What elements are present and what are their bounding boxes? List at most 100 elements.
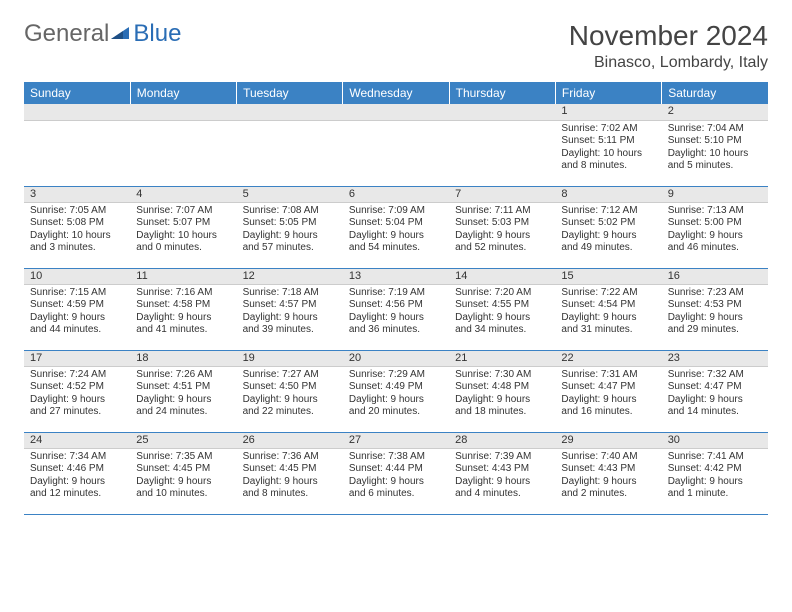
day-number-row: 12	[24, 104, 768, 120]
daylight-text: Daylight: 9 hours and 20 minutes.	[349, 394, 443, 419]
day-cell: Sunrise: 7:32 AMSunset: 4:47 PMDaylight:…	[662, 366, 768, 432]
day-cell: Sunrise: 7:07 AMSunset: 5:07 PMDaylight:…	[130, 202, 236, 268]
day-content-row: Sunrise: 7:05 AMSunset: 5:08 PMDaylight:…	[24, 202, 768, 268]
sunset-text: Sunset: 4:42 PM	[668, 463, 762, 476]
sunset-text: Sunset: 4:51 PM	[136, 381, 230, 394]
day-cell: Sunrise: 7:12 AMSunset: 5:02 PMDaylight:…	[555, 202, 661, 268]
daylight-text: Daylight: 10 hours and 0 minutes.	[136, 230, 230, 255]
daylight-text: Daylight: 10 hours and 3 minutes.	[30, 230, 124, 255]
day-number: 9	[662, 186, 768, 202]
weekday-header: Wednesday	[343, 82, 449, 104]
sunset-text: Sunset: 4:49 PM	[349, 381, 443, 394]
day-cell: Sunrise: 7:05 AMSunset: 5:08 PMDaylight:…	[24, 202, 130, 268]
sunset-text: Sunset: 4:50 PM	[243, 381, 337, 394]
sunset-text: Sunset: 4:53 PM	[668, 299, 762, 312]
daylight-text: Daylight: 9 hours and 52 minutes.	[455, 230, 549, 255]
daylight-text: Daylight: 10 hours and 8 minutes.	[561, 148, 655, 173]
day-cell: Sunrise: 7:24 AMSunset: 4:52 PMDaylight:…	[24, 366, 130, 432]
day-content-row: Sunrise: 7:02 AMSunset: 5:11 PMDaylight:…	[24, 120, 768, 186]
daylight-text: Daylight: 9 hours and 22 minutes.	[243, 394, 337, 419]
sunrise-text: Sunrise: 7:38 AM	[349, 451, 443, 464]
daylight-text: Daylight: 9 hours and 4 minutes.	[455, 476, 549, 501]
day-number: 28	[449, 432, 555, 448]
day-number	[449, 104, 555, 120]
daylight-text: Daylight: 9 hours and 2 minutes.	[561, 476, 655, 501]
sunset-text: Sunset: 4:57 PM	[243, 299, 337, 312]
day-cell: Sunrise: 7:22 AMSunset: 4:54 PMDaylight:…	[555, 284, 661, 350]
logo-word2: Blue	[133, 20, 181, 48]
day-cell: Sunrise: 7:23 AMSunset: 4:53 PMDaylight:…	[662, 284, 768, 350]
sunset-text: Sunset: 4:59 PM	[30, 299, 124, 312]
month-title: November 2024	[569, 20, 768, 52]
day-number: 6	[343, 186, 449, 202]
day-number: 26	[237, 432, 343, 448]
sunrise-text: Sunrise: 7:26 AM	[136, 369, 230, 382]
day-number: 19	[237, 350, 343, 366]
sunrise-text: Sunrise: 7:13 AM	[668, 205, 762, 218]
weekday-header: Friday	[555, 82, 661, 104]
day-cell: Sunrise: 7:13 AMSunset: 5:00 PMDaylight:…	[662, 202, 768, 268]
day-number	[24, 104, 130, 120]
sunrise-text: Sunrise: 7:16 AM	[136, 287, 230, 300]
sunrise-text: Sunrise: 7:04 AM	[668, 123, 762, 136]
sunrise-text: Sunrise: 7:20 AM	[455, 287, 549, 300]
sunrise-text: Sunrise: 7:34 AM	[30, 451, 124, 464]
day-cell: Sunrise: 7:40 AMSunset: 4:43 PMDaylight:…	[555, 448, 661, 514]
sunset-text: Sunset: 5:08 PM	[30, 217, 124, 230]
weekday-header-row: Sunday Monday Tuesday Wednesday Thursday…	[24, 82, 768, 104]
daylight-text: Daylight: 9 hours and 16 minutes.	[561, 394, 655, 419]
daylight-text: Daylight: 9 hours and 31 minutes.	[561, 312, 655, 337]
sunrise-text: Sunrise: 7:32 AM	[668, 369, 762, 382]
day-cell: Sunrise: 7:31 AMSunset: 4:47 PMDaylight:…	[555, 366, 661, 432]
day-cell: Sunrise: 7:34 AMSunset: 4:46 PMDaylight:…	[24, 448, 130, 514]
day-number: 30	[662, 432, 768, 448]
daylight-text: Daylight: 9 hours and 46 minutes.	[668, 230, 762, 255]
sunset-text: Sunset: 4:45 PM	[243, 463, 337, 476]
sunrise-text: Sunrise: 7:07 AM	[136, 205, 230, 218]
sunrise-text: Sunrise: 7:12 AM	[561, 205, 655, 218]
weekday-header: Sunday	[24, 82, 130, 104]
daylight-text: Daylight: 9 hours and 49 minutes.	[561, 230, 655, 255]
day-cell: Sunrise: 7:35 AMSunset: 4:45 PMDaylight:…	[130, 448, 236, 514]
day-number: 1	[555, 104, 661, 120]
daylight-text: Daylight: 9 hours and 10 minutes.	[136, 476, 230, 501]
sunrise-text: Sunrise: 7:09 AM	[349, 205, 443, 218]
day-cell: Sunrise: 7:20 AMSunset: 4:55 PMDaylight:…	[449, 284, 555, 350]
day-cell	[130, 120, 236, 186]
day-cell: Sunrise: 7:19 AMSunset: 4:56 PMDaylight:…	[343, 284, 449, 350]
sunrise-text: Sunrise: 7:11 AM	[455, 205, 549, 218]
day-number: 23	[662, 350, 768, 366]
day-cell: Sunrise: 7:11 AMSunset: 5:03 PMDaylight:…	[449, 202, 555, 268]
day-cell: Sunrise: 7:29 AMSunset: 4:49 PMDaylight:…	[343, 366, 449, 432]
day-number: 24	[24, 432, 130, 448]
sunset-text: Sunset: 5:10 PM	[668, 135, 762, 148]
day-number: 3	[24, 186, 130, 202]
weekday-header: Thursday	[449, 82, 555, 104]
day-cell	[24, 120, 130, 186]
daylight-text: Daylight: 9 hours and 29 minutes.	[668, 312, 762, 337]
day-content-row: Sunrise: 7:15 AMSunset: 4:59 PMDaylight:…	[24, 284, 768, 350]
sunset-text: Sunset: 4:54 PM	[561, 299, 655, 312]
day-cell: Sunrise: 7:02 AMSunset: 5:11 PMDaylight:…	[555, 120, 661, 186]
sunset-text: Sunset: 5:05 PM	[243, 217, 337, 230]
sunset-text: Sunset: 5:07 PM	[136, 217, 230, 230]
day-number: 2	[662, 104, 768, 120]
day-number: 11	[130, 268, 236, 284]
day-content-row: Sunrise: 7:34 AMSunset: 4:46 PMDaylight:…	[24, 448, 768, 514]
day-number: 14	[449, 268, 555, 284]
sunrise-text: Sunrise: 7:23 AM	[668, 287, 762, 300]
sunset-text: Sunset: 4:43 PM	[455, 463, 549, 476]
sunrise-text: Sunrise: 7:35 AM	[136, 451, 230, 464]
weekday-header: Tuesday	[237, 82, 343, 104]
day-cell	[237, 120, 343, 186]
daylight-text: Daylight: 9 hours and 14 minutes.	[668, 394, 762, 419]
sunset-text: Sunset: 5:11 PM	[561, 135, 655, 148]
day-number: 29	[555, 432, 661, 448]
sunset-text: Sunset: 5:02 PM	[561, 217, 655, 230]
day-cell	[343, 120, 449, 186]
sunrise-text: Sunrise: 7:27 AM	[243, 369, 337, 382]
logo: General Blue	[24, 20, 181, 48]
sunrise-text: Sunrise: 7:08 AM	[243, 205, 337, 218]
calendar-table: Sunday Monday Tuesday Wednesday Thursday…	[24, 82, 768, 515]
day-cell: Sunrise: 7:15 AMSunset: 4:59 PMDaylight:…	[24, 284, 130, 350]
